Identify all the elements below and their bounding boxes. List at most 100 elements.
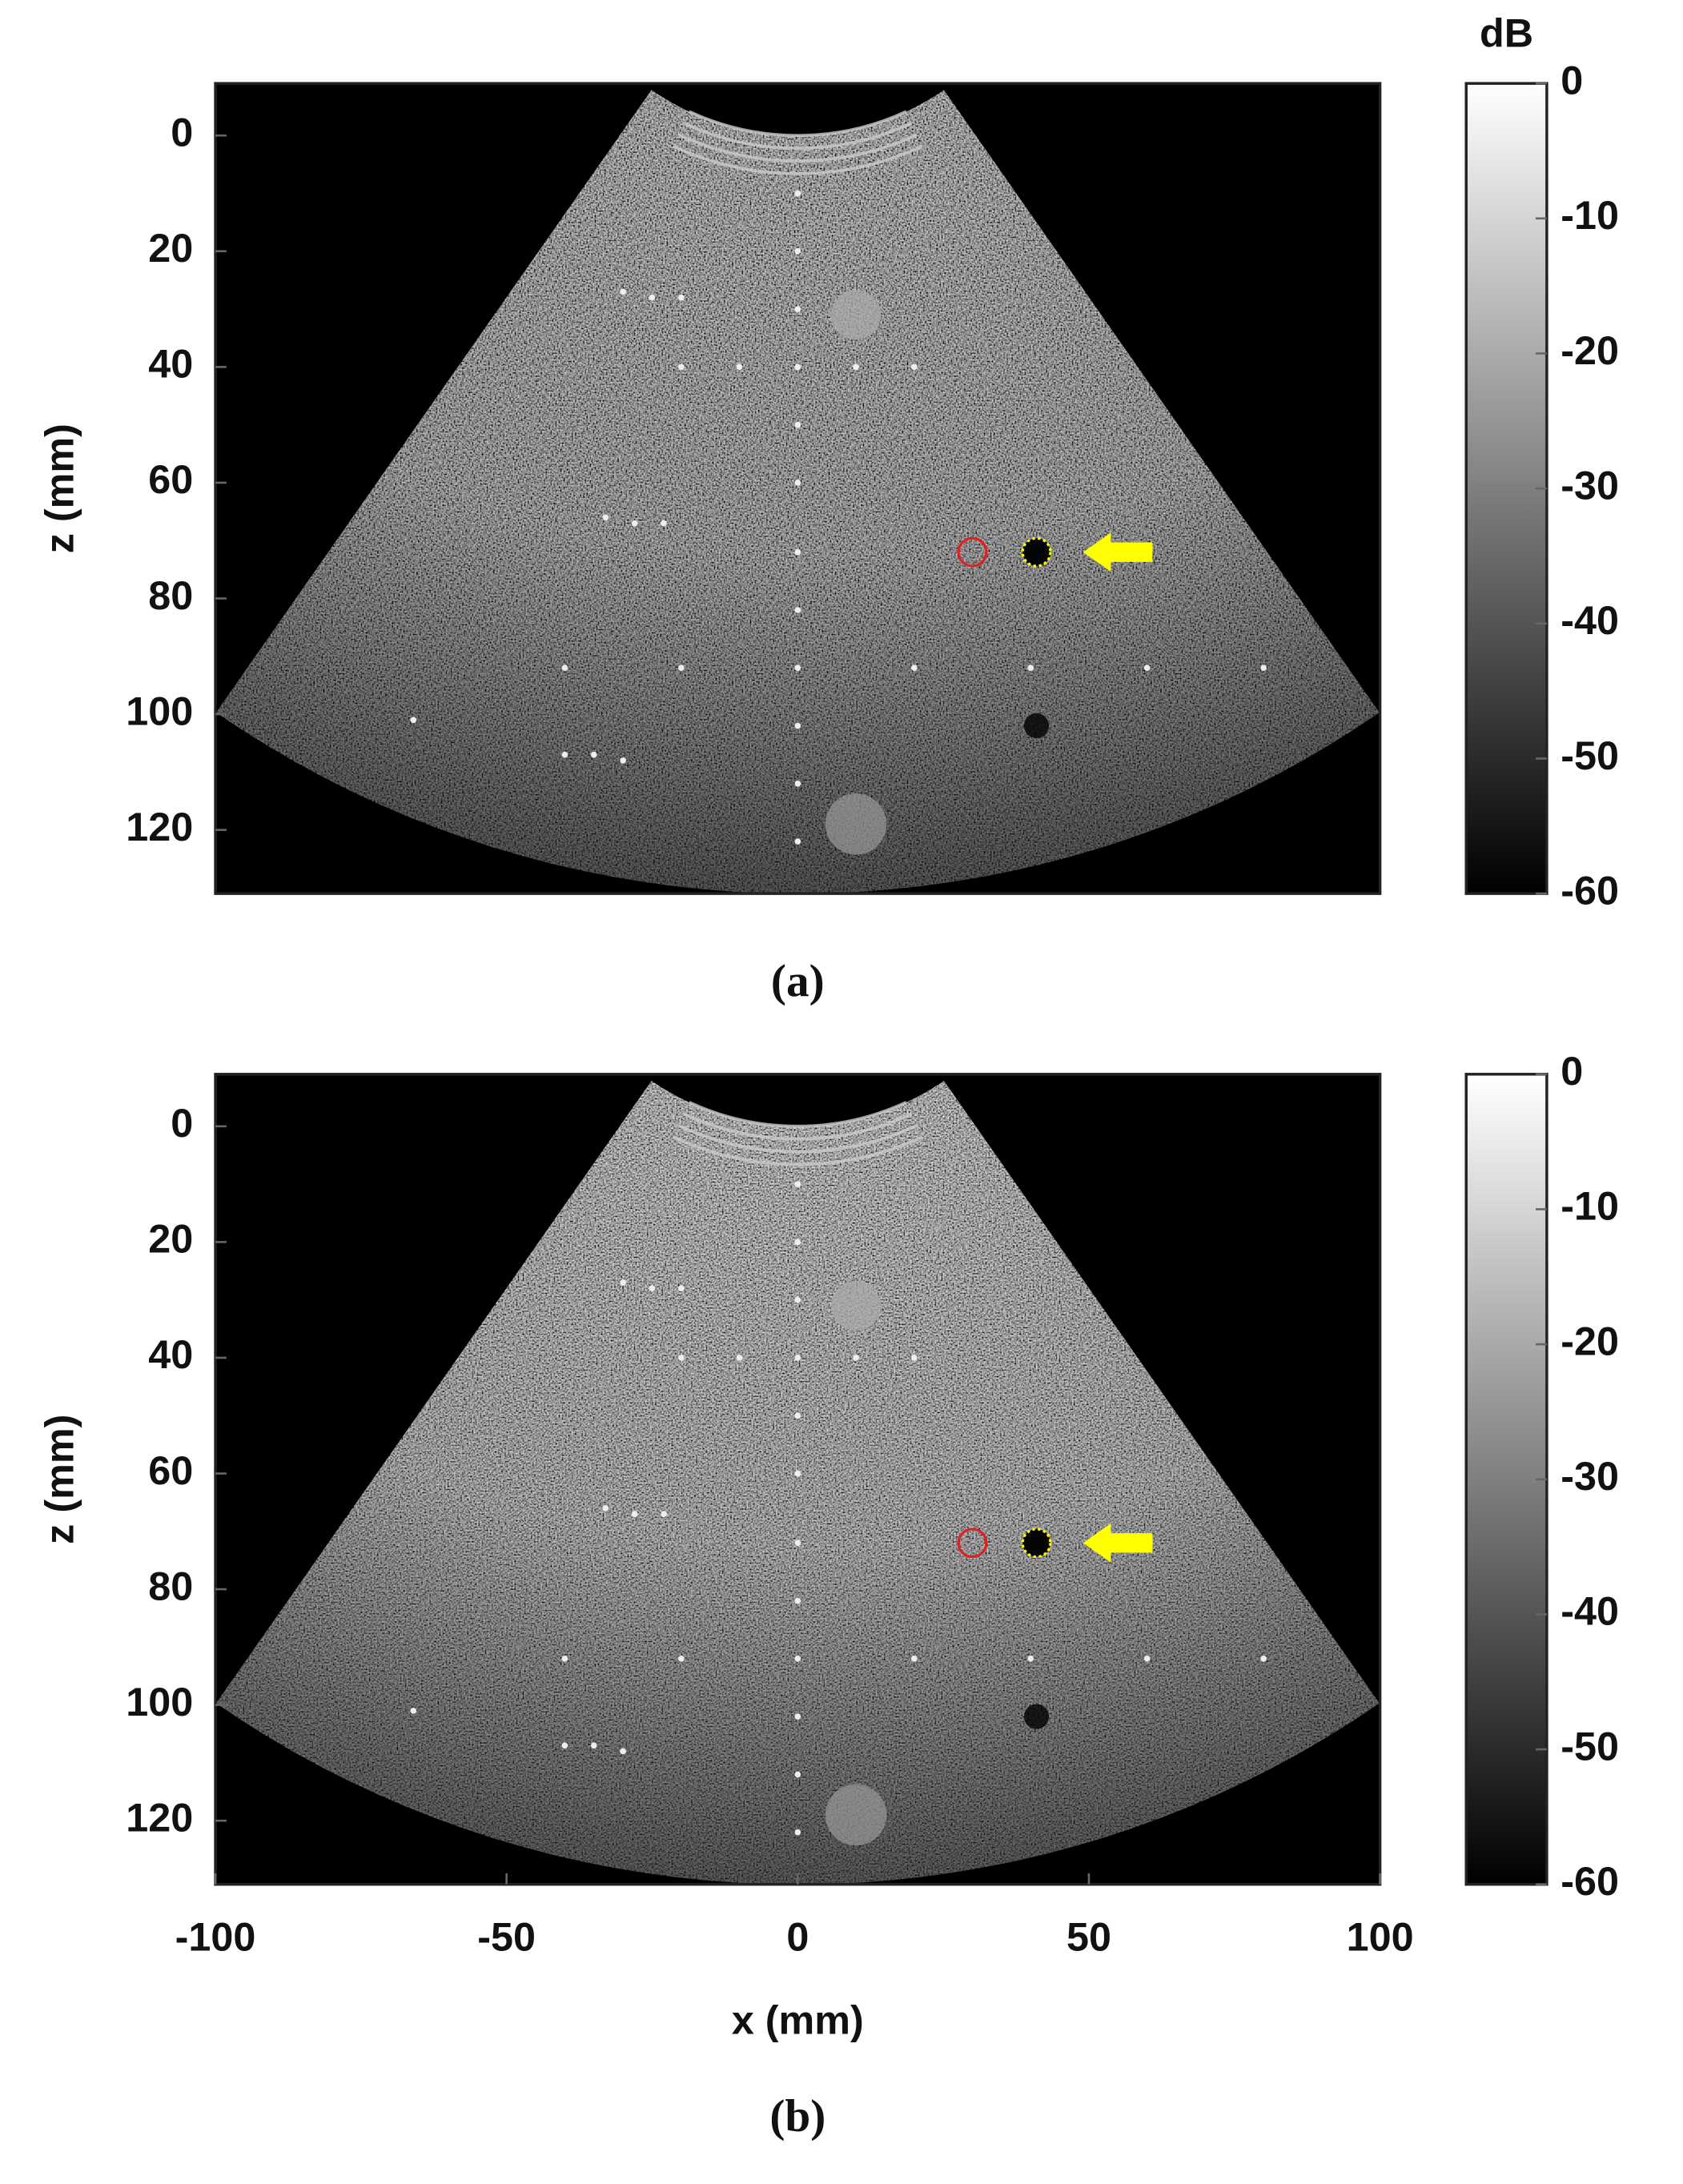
- point-target: [794, 1181, 801, 1187]
- point-target: [794, 607, 801, 613]
- point-target: [794, 722, 801, 729]
- y-axis-label: z (mm): [36, 424, 82, 553]
- image-panel: [215, 83, 1380, 894]
- point-target: [794, 780, 801, 787]
- panel-caption: (a): [771, 956, 825, 1006]
- point-target: [910, 664, 918, 672]
- point-target: [1143, 1656, 1151, 1662]
- point-target: [661, 1511, 667, 1517]
- bright-cyst: [825, 793, 887, 855]
- y-tick-label: 100: [126, 688, 193, 733]
- point-target: [1260, 1656, 1267, 1662]
- point-target: [620, 757, 626, 764]
- colorbar-tick-label: -60: [1560, 1858, 1619, 1904]
- point-target: [736, 1355, 743, 1361]
- y-tick-label: 60: [148, 1447, 193, 1493]
- point-target: [561, 1656, 568, 1662]
- point-target: [410, 1708, 417, 1714]
- y-tick-label: 60: [148, 456, 193, 502]
- point-target: [794, 838, 801, 845]
- point-target: [794, 421, 801, 428]
- point-target: [620, 288, 626, 295]
- point-target: [910, 1355, 918, 1361]
- yellow-arrow: [1083, 1523, 1153, 1563]
- point-target: [794, 1713, 801, 1720]
- point-target: [910, 363, 918, 371]
- point-target: [561, 751, 568, 758]
- y-tick-label: 120: [126, 804, 193, 849]
- point-target: [590, 1742, 597, 1749]
- depth-shading: [215, 90, 1380, 894]
- bright-cyst: [825, 1784, 887, 1846]
- point-target: [853, 363, 859, 371]
- colorbar-label: dB: [1480, 10, 1533, 55]
- transducer-band: [672, 144, 923, 175]
- point-target: [1027, 664, 1034, 672]
- colorbar-tick-label: -30: [1560, 1453, 1619, 1499]
- transducer-band: [683, 121, 913, 151]
- y-tick-label: 40: [148, 1331, 193, 1377]
- point-target: [410, 717, 417, 724]
- roi-yellow: [1021, 536, 1052, 568]
- point-target: [794, 1470, 801, 1477]
- y-tick-label: 0: [171, 110, 193, 155]
- y-tick-label: 120: [126, 1795, 193, 1841]
- colorbar-tick-label: -20: [1560, 1318, 1619, 1363]
- transducer-band: [677, 1123, 918, 1154]
- point-target: [794, 664, 801, 672]
- colorbar-tick-label: -30: [1560, 462, 1619, 508]
- point-target: [794, 480, 801, 486]
- transducer-band: [672, 1135, 923, 1166]
- y-tick-label: 20: [148, 1216, 193, 1262]
- point-target: [736, 363, 743, 371]
- point-target: [590, 751, 597, 758]
- roi-red: [957, 1528, 988, 1559]
- point-target: [561, 664, 568, 672]
- point-target: [678, 1285, 685, 1292]
- dark-cyst: [1023, 1704, 1050, 1729]
- point-target: [678, 664, 685, 672]
- transducer-band: [683, 1112, 913, 1141]
- point-target: [794, 1412, 801, 1419]
- x-tick-label: 50: [1066, 1913, 1111, 1959]
- point-target: [910, 1656, 918, 1662]
- point-target: [620, 1279, 626, 1286]
- point-target: [794, 1540, 801, 1547]
- point-target: [561, 1742, 568, 1749]
- roi-red: [957, 536, 988, 568]
- point-target: [678, 1355, 685, 1361]
- image-panel: [215, 1074, 1380, 1885]
- axes-frame: [214, 82, 1382, 895]
- point-target: [794, 1597, 801, 1604]
- y-tick-label: 20: [148, 225, 193, 271]
- point-target: [794, 1829, 801, 1836]
- y-tick-label: 40: [148, 341, 193, 387]
- bright-cyst: [830, 1280, 882, 1331]
- colorbar-tick-label: 0: [1560, 57, 1583, 102]
- point-target: [794, 190, 801, 197]
- point-target: [649, 1285, 656, 1292]
- panel-caption: (b): [769, 2091, 825, 2142]
- depth-shading: [215, 1080, 1380, 1885]
- y-tick-label: 80: [148, 1563, 193, 1608]
- point-target: [1143, 664, 1151, 672]
- point-target: [1027, 1656, 1034, 1662]
- point-target: [678, 294, 685, 301]
- point-target: [678, 1656, 685, 1662]
- point-target: [794, 363, 801, 371]
- bright-cyst: [830, 290, 882, 340]
- colorbar-tick-label: -50: [1560, 733, 1619, 778]
- point-target: [853, 1355, 859, 1361]
- roi-yellow: [1021, 1528, 1052, 1559]
- x-tick-label: 0: [786, 1913, 809, 1959]
- point-target: [794, 247, 801, 255]
- colorbar-tick-label: -50: [1560, 1723, 1619, 1768]
- transducer-band: [677, 133, 918, 163]
- colorbar-tick-label: -10: [1560, 1183, 1619, 1229]
- colorbar: [1464, 82, 1548, 895]
- colorbar-tick-label: -10: [1560, 192, 1619, 238]
- point-target: [649, 294, 656, 301]
- point-target: [602, 514, 609, 521]
- colorbar-tick-label: 0: [1560, 1048, 1583, 1094]
